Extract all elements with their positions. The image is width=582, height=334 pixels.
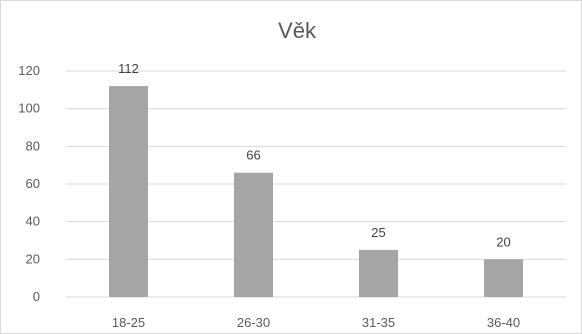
- x-tick-label: 18-25: [112, 315, 145, 330]
- y-axis-ticks: 0 20 40 60 80 100 120: [18, 63, 40, 304]
- x-tick-label: 26-30: [237, 315, 270, 330]
- bars: [109, 86, 523, 297]
- bar: [234, 172, 273, 297]
- y-tick-label: 0: [33, 289, 40, 304]
- x-axis-ticks: 18-25 26-30 31-35 36-40: [112, 315, 520, 330]
- bar: [484, 259, 523, 297]
- data-label: 66: [246, 148, 260, 163]
- y-tick-label: 100: [18, 101, 40, 116]
- y-tick-label: 60: [26, 176, 40, 191]
- bar: [109, 86, 148, 297]
- y-tick-label: 20: [26, 251, 40, 266]
- data-labels: 112 66 25 20: [118, 61, 511, 249]
- data-label: 112: [118, 61, 139, 76]
- y-tick-label: 80: [26, 138, 40, 153]
- y-tick-label: 40: [26, 214, 40, 229]
- data-label: 20: [496, 234, 510, 249]
- gridlines: [66, 70, 566, 298]
- y-tick-label: 120: [18, 63, 40, 78]
- chart-title: Věk: [278, 18, 317, 43]
- x-tick-label: 36-40: [487, 315, 520, 330]
- bar: [359, 249, 398, 297]
- x-tick-label: 31-35: [362, 315, 395, 330]
- data-label: 25: [371, 225, 385, 240]
